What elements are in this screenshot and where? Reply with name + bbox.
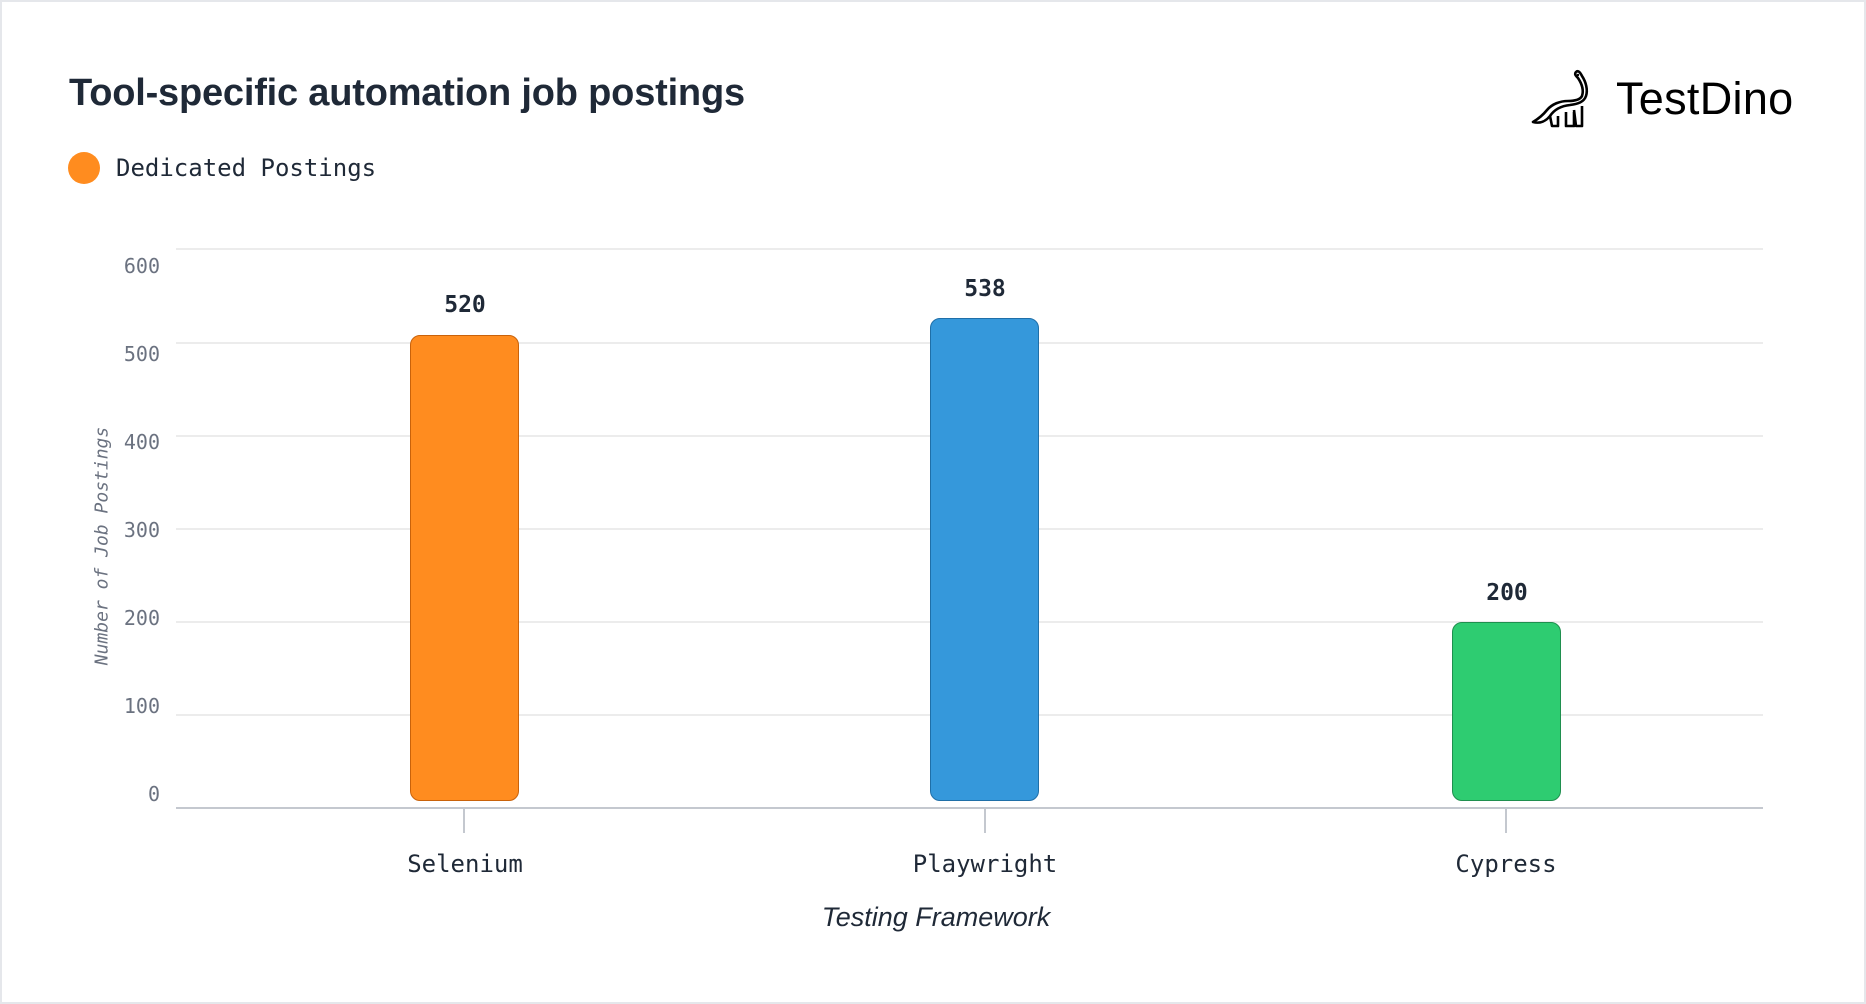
- y-tick-200: 200: [123, 606, 160, 630]
- y-tick-400: 400: [123, 430, 160, 454]
- brand-name: TestDino: [1616, 73, 1794, 124]
- x-tick-mark-selenium: [463, 809, 465, 833]
- legend-label: Dedicated Postings: [116, 154, 377, 182]
- bar-cypress[interactable]: [1452, 622, 1561, 801]
- legend: Dedicated Postings: [68, 152, 376, 184]
- y-tick-0: 0: [147, 782, 160, 806]
- bar-value-selenium: 520: [444, 292, 486, 318]
- dinosaur-icon: [1531, 69, 1589, 128]
- y-tick-500: 500: [123, 342, 160, 366]
- bar-selenium[interactable]: [410, 335, 519, 801]
- y-tick-300: 300: [123, 518, 160, 542]
- bar-playwright[interactable]: [930, 318, 1039, 801]
- x-tick-mark-playwright: [984, 809, 986, 833]
- chart-title: Tool-specific automation job postings: [69, 72, 745, 114]
- x-tick-selenium: Selenium: [407, 850, 523, 878]
- y-tick-600: 600: [123, 254, 160, 278]
- bar-value-playwright: 538: [964, 276, 1006, 302]
- y-tick-100: 100: [123, 694, 160, 718]
- x-axis-title: Testing Framework: [821, 902, 1051, 932]
- gridline-600: [176, 248, 1763, 250]
- x-axis-line: [176, 807, 1763, 809]
- legend-swatch-dedicated-postings: [68, 152, 100, 184]
- bar-value-cypress: 200: [1486, 580, 1528, 606]
- x-tick-cypress: Cypress: [1455, 850, 1557, 878]
- brand-logo: TestDino: [1530, 66, 1793, 132]
- x-tick-playwright: Playwright: [912, 850, 1058, 878]
- x-tick-mark-cypress: [1505, 809, 1507, 833]
- y-axis-title: Number of Job Postings: [91, 426, 113, 666]
